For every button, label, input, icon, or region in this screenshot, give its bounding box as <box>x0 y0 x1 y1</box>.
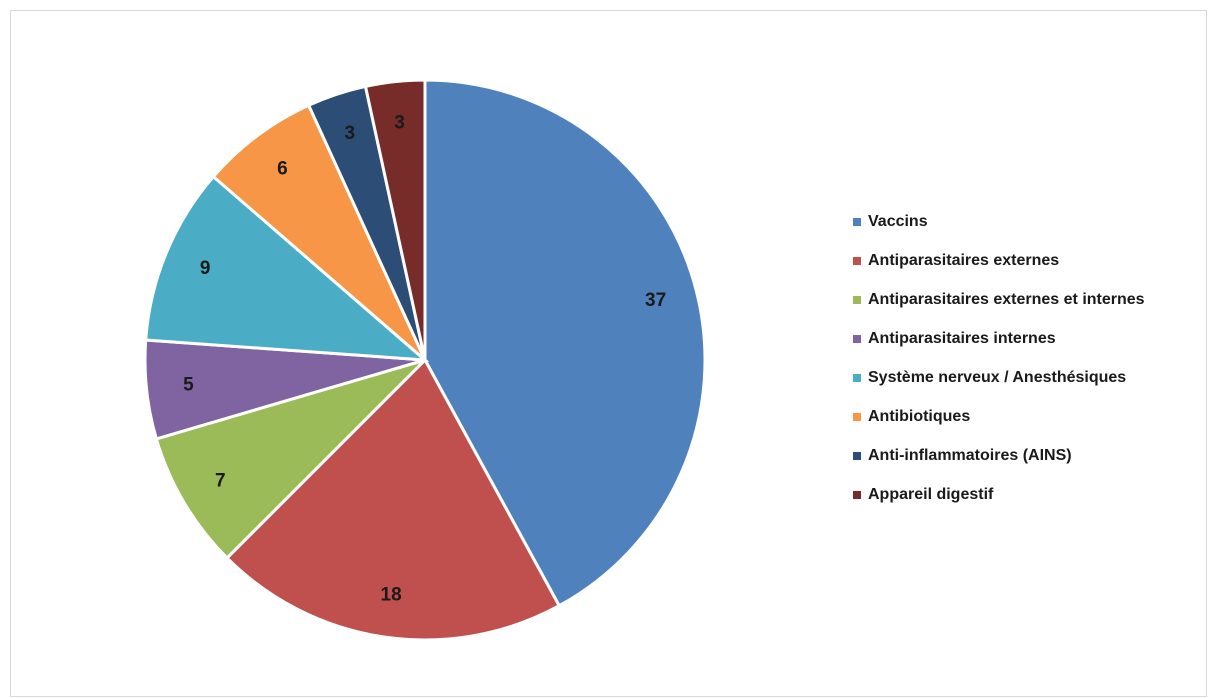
data-label: 3 <box>394 112 405 133</box>
legend-label: Antiparasitaires externes <box>868 252 1059 269</box>
pie-slice <box>211 103 427 362</box>
data-label: 37 <box>645 290 666 311</box>
data-label: 5 <box>183 374 194 395</box>
legend-marker <box>853 335 861 343</box>
data-label: 9 <box>200 258 211 279</box>
legend-marker <box>853 257 861 265</box>
data-label: 7 <box>215 470 226 491</box>
legend-marker <box>853 452 861 460</box>
legend-label: Antiparasitaires externes et internes <box>868 291 1145 308</box>
pie-slice <box>224 357 562 642</box>
pie-slice <box>144 174 430 362</box>
legend-label: Appareil digestif <box>868 486 994 503</box>
data-label: 6 <box>277 158 288 179</box>
legend-label: Antibiotiques <box>868 408 970 425</box>
pie-slice <box>154 358 427 561</box>
legend-label: Système nerveux / Anesthésiques <box>868 369 1126 386</box>
pie-slice <box>423 78 707 608</box>
legend-label: Vaccins <box>868 213 928 230</box>
data-label: 3 <box>345 123 356 144</box>
legend-marker <box>853 296 861 304</box>
data-label: 18 <box>381 585 402 606</box>
legend-label: Anti-inflammatoires (AINS) <box>868 447 1072 464</box>
legend-marker <box>853 374 861 382</box>
legend-marker <box>853 491 861 499</box>
legend-label: Antiparasitaires internes <box>868 330 1056 347</box>
legend-marker <box>853 413 861 421</box>
pie-slice <box>363 78 427 361</box>
legend-marker <box>853 218 861 226</box>
